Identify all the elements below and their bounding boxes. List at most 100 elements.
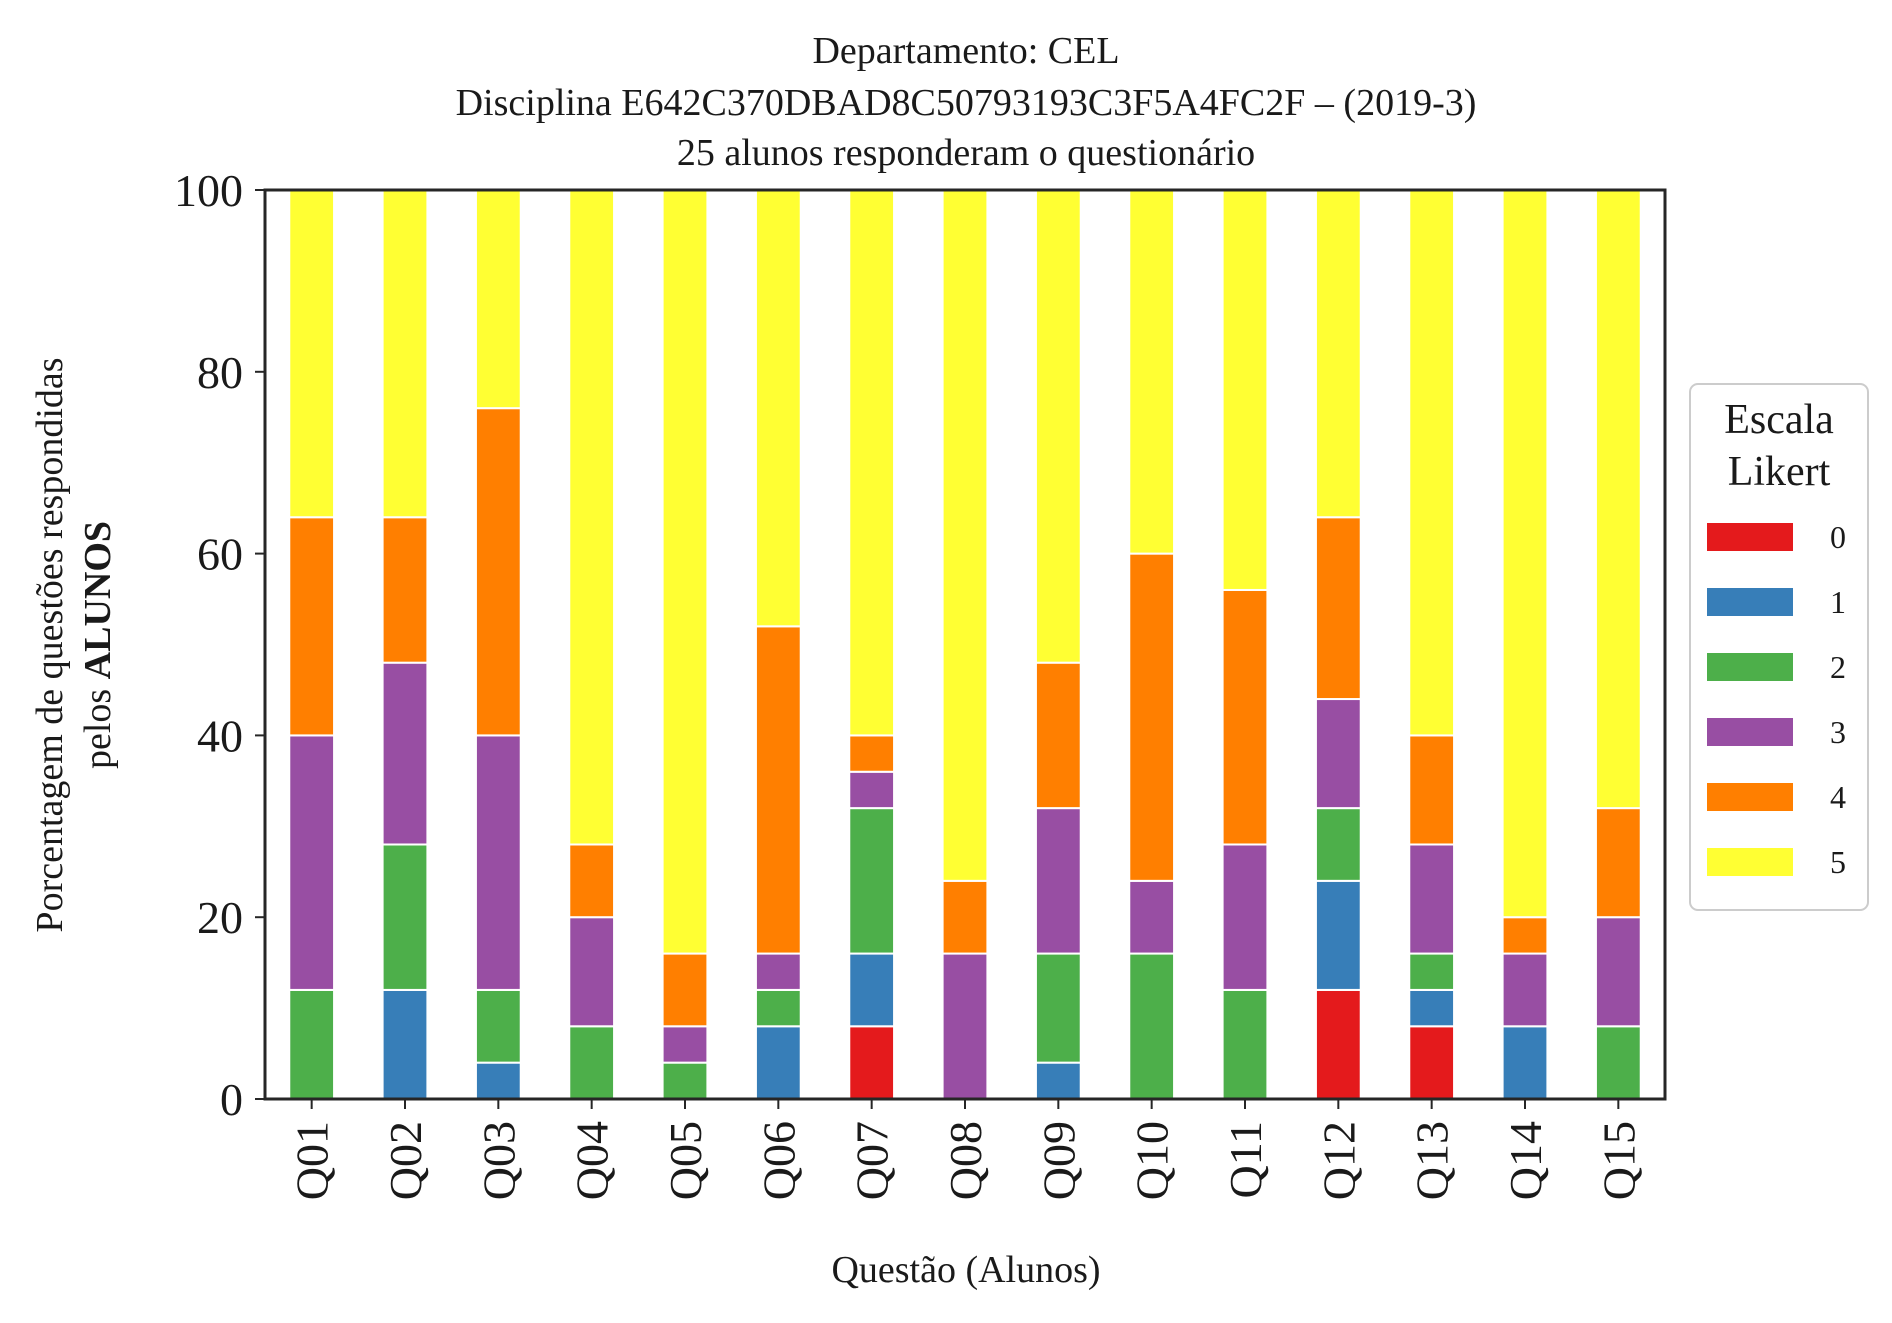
x-tick-label-q15: Q15 bbox=[1593, 1121, 1644, 1200]
bar-segment-q08-level-3 bbox=[941, 952, 989, 1100]
bar-segment-q08-level-5 bbox=[941, 189, 989, 882]
legend-label-2: 2 bbox=[1830, 649, 1846, 685]
x-tick-label-q13: Q13 bbox=[1407, 1121, 1458, 1200]
bar-segment-q12-level-4 bbox=[1314, 516, 1362, 701]
plot-frame bbox=[263, 188, 1667, 1101]
legend-swatch-2 bbox=[1707, 653, 1793, 681]
bar-segment-q02-level-5 bbox=[381, 189, 429, 519]
bar-segment-q14-level-1 bbox=[1501, 1025, 1549, 1101]
bar-segment-q15-level-4 bbox=[1594, 807, 1642, 919]
x-tick-label-q04: Q04 bbox=[567, 1121, 618, 1200]
bar-segment-q13-level-5 bbox=[1408, 189, 1456, 737]
bar-segment-q06-level-2 bbox=[754, 988, 802, 1028]
y-axis-label-prefix: pelos bbox=[77, 679, 119, 769]
bar-segment-q07-level-3 bbox=[848, 770, 896, 810]
y-axis-label-line1: Porcentagem de questões respondidas bbox=[29, 357, 71, 932]
bar-segment-q05-level-2 bbox=[661, 1061, 709, 1101]
legend-label-4: 4 bbox=[1830, 779, 1846, 815]
bar-segment-q10-level-3 bbox=[1128, 879, 1176, 955]
bar-segment-q03-level-1 bbox=[474, 1061, 522, 1101]
bar-segment-q09-level-1 bbox=[1034, 1061, 1082, 1101]
y-tick-label: 100 bbox=[174, 165, 243, 216]
x-tick-label-q06: Q06 bbox=[753, 1121, 804, 1200]
bar-segment-q12-level-2 bbox=[1314, 807, 1362, 882]
bar-segment-q14-level-4 bbox=[1501, 916, 1549, 955]
title-line-department: Departamento: CEL bbox=[812, 30, 1119, 72]
legend-label-5: 5 bbox=[1830, 844, 1846, 880]
legend-swatch-4 bbox=[1707, 783, 1793, 811]
legend-swatch-1 bbox=[1707, 588, 1793, 616]
bar-segment-q09-level-5 bbox=[1034, 189, 1082, 664]
bar-segment-q06-level-4 bbox=[754, 625, 802, 955]
y-tick-label: 20 bbox=[197, 892, 243, 943]
legend-title-line2: Likert bbox=[1728, 449, 1831, 495]
bar-segment-q01-level-2 bbox=[288, 988, 336, 1100]
bar-segment-q02-level-2 bbox=[381, 843, 429, 991]
bar-segment-q07-level-2 bbox=[848, 807, 896, 955]
x-tick-label-q09: Q09 bbox=[1033, 1121, 1084, 1200]
x-axis-label: Questão (Alunos) bbox=[831, 1249, 1100, 1291]
legend-label-0: 0 bbox=[1830, 519, 1846, 555]
bar-segment-q04-level-5 bbox=[568, 189, 616, 846]
bar-segment-q07-level-4 bbox=[848, 734, 896, 773]
y-tick-label: 40 bbox=[197, 710, 243, 761]
legend-swatch-5 bbox=[1707, 848, 1793, 876]
bar-segment-q10-level-5 bbox=[1128, 189, 1176, 555]
title-line-respondents: 25 alunos responderam o questionário bbox=[677, 132, 1255, 174]
bar-segment-q12-level-3 bbox=[1314, 698, 1362, 810]
bar-segment-q05-level-5 bbox=[661, 189, 709, 955]
bar-segment-q09-level-3 bbox=[1034, 807, 1082, 955]
y-tick-label: 80 bbox=[197, 347, 243, 398]
bar-segment-q13-level-0 bbox=[1408, 1025, 1456, 1101]
bar-segment-q13-level-3 bbox=[1408, 843, 1456, 955]
bar-segment-q15-level-5 bbox=[1594, 189, 1642, 810]
bar-segment-q09-level-4 bbox=[1034, 661, 1082, 810]
y-axis-ticks: 0 20 40 60 80 100 bbox=[174, 165, 265, 1125]
bar-segment-q07-level-1 bbox=[848, 952, 896, 1028]
bar-segment-q08-level-4 bbox=[941, 879, 989, 955]
bar-segment-q06-level-3 bbox=[754, 952, 802, 991]
bar-segment-q03-level-5 bbox=[474, 189, 522, 410]
legend-label-1: 1 bbox=[1830, 584, 1846, 620]
bar-segment-q02-level-1 bbox=[381, 988, 429, 1100]
bar-segment-q14-level-5 bbox=[1501, 189, 1549, 919]
legend: Escala Likert 0 1 2 3 4 5 bbox=[1689, 383, 1869, 911]
y-axis-label-bold: ALUNOS bbox=[77, 521, 119, 679]
x-tick-label-q02: Q02 bbox=[380, 1121, 431, 1200]
bar-segment-q03-level-2 bbox=[474, 988, 522, 1064]
bar-segment-q01-level-4 bbox=[288, 516, 336, 737]
title-line-discipline: Disciplina E642C370DBAD8C50793193C3F5A4F… bbox=[456, 82, 1477, 124]
bar-segment-q04-level-2 bbox=[568, 1025, 616, 1101]
bar-segment-q12-level-5 bbox=[1314, 189, 1362, 519]
bar-segment-q10-level-2 bbox=[1128, 952, 1176, 1100]
bar-segment-q15-level-2 bbox=[1594, 1025, 1642, 1101]
x-tick-label-q11: Q11 bbox=[1220, 1121, 1271, 1199]
bar-segment-q13-level-4 bbox=[1408, 734, 1456, 846]
legend-entries: 0 1 2 3 4 5 bbox=[1707, 519, 1846, 880]
x-tick-label-q10: Q10 bbox=[1127, 1121, 1178, 1200]
legend-box bbox=[1689, 383, 1869, 911]
bar-segment-q06-level-5 bbox=[754, 189, 802, 628]
x-axis-ticks: Q01 Q02 Q03 Q04 Q05 Q06 Q07 Q08 Q09 Q10 Q11 Q12 Q13 Q… bbox=[287, 1099, 1644, 1200]
x-tick-label-q08: Q08 bbox=[940, 1121, 991, 1200]
bar-stacks bbox=[288, 189, 1642, 1101]
bar-segment-q07-level-5 bbox=[848, 189, 896, 737]
bar-segment-q03-level-3 bbox=[474, 734, 522, 991]
chart-title: Departamento: CEL Disciplina E642C370DBA… bbox=[456, 30, 1477, 174]
x-tick-label-q03: Q03 bbox=[473, 1121, 524, 1200]
bar-segment-q05-level-3 bbox=[661, 1025, 709, 1064]
bar-segment-q11-level-3 bbox=[1221, 843, 1269, 991]
bar-segment-q02-level-4 bbox=[381, 516, 429, 664]
x-tick-label-q01: Q01 bbox=[287, 1121, 338, 1200]
y-axis-label-line2: pelos ALUNOS bbox=[77, 521, 119, 769]
bar-segment-q11-level-5 bbox=[1221, 189, 1269, 591]
bar-segment-q03-level-4 bbox=[474, 407, 522, 737]
bar-segment-q13-level-1 bbox=[1408, 988, 1456, 1028]
x-tick-label-q14: Q14 bbox=[1500, 1121, 1551, 1200]
bar-segment-q10-level-4 bbox=[1128, 552, 1176, 882]
bar-segment-q06-level-1 bbox=[754, 1025, 802, 1101]
y-tick-label: 60 bbox=[197, 529, 243, 580]
bar-segment-q14-level-3 bbox=[1501, 952, 1549, 1028]
x-tick-label-q12: Q12 bbox=[1313, 1121, 1364, 1200]
